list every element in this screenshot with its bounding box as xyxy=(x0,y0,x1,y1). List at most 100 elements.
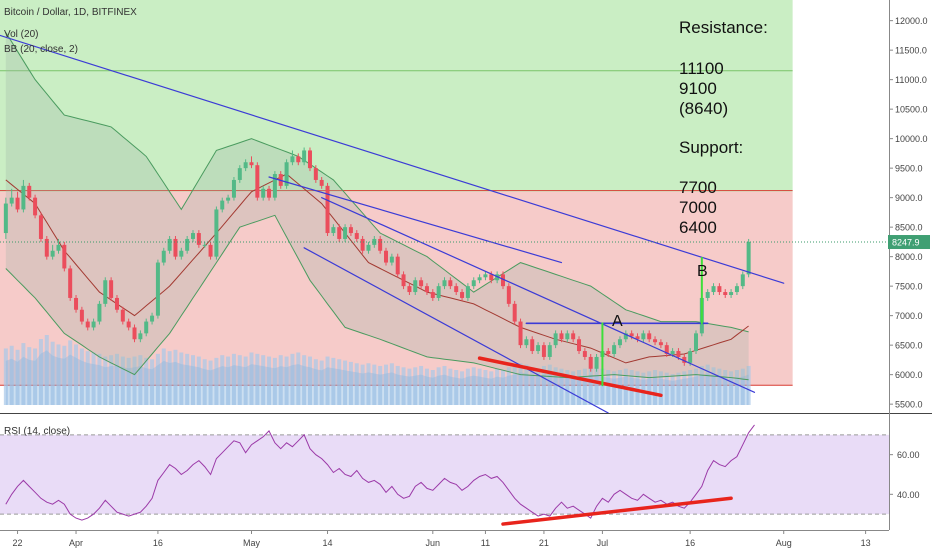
candle-body xyxy=(553,333,558,346)
candle-body xyxy=(389,256,394,263)
channel-lower-line xyxy=(303,247,609,413)
volume-bar xyxy=(226,356,231,405)
candle-body xyxy=(664,345,669,354)
candle xyxy=(284,159,289,189)
candle xyxy=(582,348,587,360)
candle-body xyxy=(313,168,318,180)
resistance-level-2: 9100 xyxy=(679,79,717,98)
price-tick-label: 12000.0 xyxy=(895,16,928,26)
candle xyxy=(97,300,102,325)
candle xyxy=(313,165,318,183)
volume-bar xyxy=(27,347,32,405)
volume-bar xyxy=(348,361,353,405)
volume-bar xyxy=(465,368,470,405)
volume-bar xyxy=(477,368,482,405)
volume-bar xyxy=(506,367,511,405)
candle xyxy=(62,241,67,272)
volume-bar xyxy=(56,344,61,405)
candle-body xyxy=(360,238,365,251)
volume-bar xyxy=(68,340,73,405)
candle-body xyxy=(173,238,178,257)
volume-bar xyxy=(582,368,587,405)
candle-body xyxy=(723,292,728,295)
candle xyxy=(424,283,429,295)
candle-body xyxy=(103,280,108,304)
candle xyxy=(185,236,190,254)
candle-body xyxy=(682,356,687,363)
candle xyxy=(173,236,178,260)
volume-bar xyxy=(693,368,698,405)
candle xyxy=(290,150,295,166)
chart-symbol-title: Bitcoin / Dollar, 1D, BITFINEX xyxy=(4,7,137,18)
volume-bar xyxy=(541,365,546,405)
bollinger-middle xyxy=(5,173,749,364)
channel-upper-line xyxy=(321,197,756,393)
volume-bar xyxy=(536,368,541,405)
candle-body xyxy=(647,333,652,340)
candle-body xyxy=(612,345,617,354)
candle xyxy=(518,318,523,349)
volume-bar xyxy=(296,352,301,405)
candle-body xyxy=(267,188,272,198)
volume-bar xyxy=(278,355,283,405)
volume-bar xyxy=(682,371,687,405)
candle-body xyxy=(413,280,418,293)
channel-inner-line xyxy=(268,176,563,264)
time-tick-label: Apr xyxy=(69,538,83,548)
candle xyxy=(524,336,529,349)
candle-body xyxy=(617,339,622,346)
volume-bar xyxy=(553,367,558,405)
volume-bar xyxy=(302,355,307,405)
candle xyxy=(711,283,716,295)
candle-body xyxy=(220,200,225,210)
time-tick-label: 21 xyxy=(539,538,549,548)
candle xyxy=(559,330,564,343)
time-tick-label: May xyxy=(243,538,261,548)
candle xyxy=(389,253,394,266)
candle-body xyxy=(512,303,517,322)
support-level-2: 7000 xyxy=(679,198,717,217)
volume-bar xyxy=(670,374,675,405)
candle-body xyxy=(27,185,32,198)
volume-bar xyxy=(606,370,611,405)
rsi-indicator-label: RSI (14, close) xyxy=(4,426,70,437)
candle xyxy=(196,230,201,248)
annotation-label-a: A xyxy=(612,313,623,330)
rsi-tick-label: 60.00 xyxy=(897,450,920,460)
volume-bar xyxy=(109,355,114,405)
candle-body xyxy=(424,286,429,293)
candle xyxy=(237,165,242,183)
main-descending-trendline xyxy=(0,34,785,284)
candle-body xyxy=(366,244,371,251)
candle-body xyxy=(126,321,131,328)
time-tick-label: 16 xyxy=(685,538,695,548)
resistance-zone xyxy=(0,0,793,192)
candle-body xyxy=(419,280,424,287)
candle xyxy=(56,238,61,254)
candle xyxy=(419,277,424,290)
candle xyxy=(653,336,658,346)
volume-bar xyxy=(664,372,669,405)
volume-bar xyxy=(9,345,14,405)
volume-bar xyxy=(530,367,535,405)
candle xyxy=(658,339,663,349)
candle xyxy=(571,330,576,343)
candle-body xyxy=(15,197,20,210)
candle xyxy=(255,162,260,201)
volume-bar xyxy=(255,353,260,405)
volume-bar xyxy=(132,356,137,405)
candle-body xyxy=(454,286,459,293)
candle xyxy=(302,147,307,166)
candle xyxy=(512,300,517,325)
candle xyxy=(384,247,389,266)
candle-body xyxy=(290,156,295,163)
time-tick-label: 16 xyxy=(153,538,163,548)
volume-bar xyxy=(454,370,459,405)
candle xyxy=(348,224,353,236)
candle-body xyxy=(477,277,482,281)
volume-bar xyxy=(114,353,119,405)
volume-bar xyxy=(155,353,160,405)
volume-bar xyxy=(641,372,646,405)
volume-bar xyxy=(38,339,43,405)
